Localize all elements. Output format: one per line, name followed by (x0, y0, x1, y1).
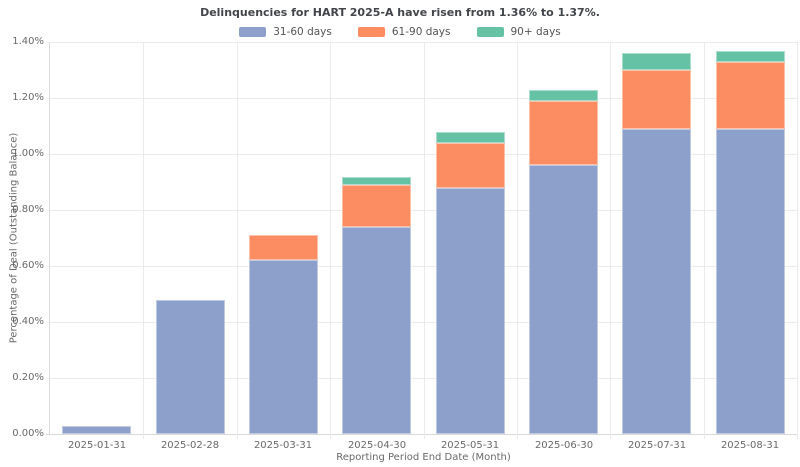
gridline (46, 154, 797, 155)
bar-segment[interactable] (62, 426, 131, 434)
gridline (46, 210, 797, 211)
bar-segment[interactable] (529, 101, 598, 165)
chart-title: Delinquencies for HART 2025-A have risen… (200, 6, 600, 19)
gridline (46, 266, 797, 267)
y-tick-label: 1.00% (12, 148, 44, 159)
legend-label: 61-90 days (391, 26, 451, 38)
legend-swatch-icon (239, 27, 267, 37)
x-axis-line (46, 434, 797, 435)
bar-segment[interactable] (342, 227, 411, 434)
x-tick-label: 2025-02-28 (160, 440, 220, 451)
category-divider (704, 42, 705, 439)
bar-segment[interactable] (436, 143, 505, 188)
bar-segment[interactable] (436, 188, 505, 434)
gridline (46, 98, 797, 99)
y-tick-label: 1.20% (12, 92, 44, 103)
category-divider (330, 42, 331, 439)
x-tick-label: 2025-03-31 (253, 440, 313, 451)
gridline (46, 42, 797, 43)
bar-segment[interactable] (716, 51, 785, 62)
gridline (46, 378, 797, 379)
category-divider (517, 42, 518, 439)
plot-area (46, 42, 798, 439)
legend-item-31-60-days[interactable]: 31-60 days (239, 26, 332, 38)
y-axis-line (49, 42, 50, 435)
x-tick-label: 2025-07-31 (627, 440, 687, 451)
legend-item-61-90-days[interactable]: 61-90 days (357, 26, 451, 38)
y-tick-label: 0.20% (12, 372, 44, 383)
bar-segment[interactable] (622, 53, 691, 70)
bar-segment[interactable] (156, 300, 225, 434)
legend-item-90-days[interactable]: 90+ days (476, 26, 561, 38)
category-divider (610, 42, 611, 439)
bar-segment[interactable] (716, 62, 785, 129)
bar-segment[interactable] (342, 185, 411, 227)
bar-segment[interactable] (716, 129, 785, 434)
y-tick-label: 0.00% (12, 428, 44, 439)
category-divider (797, 42, 798, 439)
y-tick-label: 1.40% (12, 36, 44, 47)
bar-segment[interactable] (622, 129, 691, 434)
bar-segment[interactable] (249, 260, 318, 434)
bar-segment[interactable] (622, 70, 691, 129)
legend-swatch-icon (476, 27, 504, 37)
x-tick-label: 2025-04-30 (347, 440, 407, 451)
x-tick-label: 2025-08-31 (720, 440, 780, 451)
x-tick-label: 2025-05-31 (440, 440, 500, 451)
x-axis-title: Reporting Period End Date (Month) (336, 452, 511, 463)
y-axis-title: Percentage of Deal (Outstanding Balance) (8, 132, 20, 344)
bar-segment[interactable] (529, 90, 598, 101)
gridline (46, 322, 797, 323)
y-tick-label: 0.40% (12, 316, 44, 327)
y-tick-label: 0.80% (12, 204, 44, 215)
chart-legend: 31-60 days 61-90 days 90+ days (0, 26, 800, 38)
bar-segment[interactable] (529, 165, 598, 434)
legend-label: 31-60 days (273, 26, 332, 38)
x-tick-label: 2025-06-30 (534, 440, 594, 451)
category-divider (143, 42, 144, 439)
bar-segment[interactable] (436, 132, 505, 143)
bar-segment[interactable] (342, 177, 411, 185)
x-tick-label: 2025-01-31 (67, 440, 127, 451)
bar-segment[interactable] (249, 235, 318, 260)
y-tick-label: 0.60% (12, 260, 44, 271)
category-divider (237, 42, 238, 439)
legend-label: 90+ days (510, 26, 561, 38)
legend-swatch-icon (357, 27, 385, 37)
category-divider (424, 42, 425, 439)
